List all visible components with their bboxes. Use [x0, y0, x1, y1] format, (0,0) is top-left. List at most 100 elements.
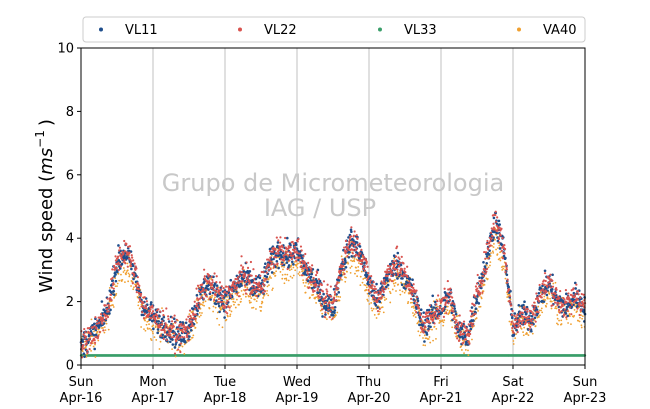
point-vl22 [300, 274, 304, 277]
point-vl22 [312, 276, 315, 280]
point-vl11 [474, 307, 478, 310]
point-vl22 [187, 315, 190, 318]
point-va40 [435, 338, 437, 340]
point-vl22 [159, 310, 162, 313]
point-vl11 [248, 270, 252, 273]
point-vl11 [350, 230, 353, 234]
point-va40 [502, 267, 505, 270]
point-vl22 [176, 335, 179, 338]
point-va40 [221, 326, 224, 329]
point-vl22 [131, 256, 134, 259]
point-vl11 [433, 300, 437, 304]
point-va40 [314, 296, 317, 299]
point-vl22 [83, 327, 86, 331]
point-va40 [568, 315, 571, 318]
point-vl22 [269, 260, 273, 263]
point-va40 [399, 293, 402, 296]
point-vl22 [88, 327, 91, 330]
point-va40 [309, 296, 311, 299]
point-va40 [259, 293, 262, 295]
point-va40 [262, 277, 265, 279]
point-va40 [211, 294, 214, 297]
point-vl22 [314, 273, 318, 277]
point-va40 [252, 306, 255, 309]
point-va40 [150, 329, 153, 331]
point-va40 [579, 316, 581, 319]
point-va40 [150, 339, 153, 341]
point-va40 [404, 289, 407, 292]
point-vl22 [112, 282, 115, 285]
point-vl11 [333, 305, 337, 309]
point-vl22 [340, 269, 343, 272]
point-vl22 [246, 266, 250, 269]
point-vl22 [293, 245, 296, 248]
point-vl11 [152, 327, 155, 331]
point-vl22 [294, 248, 297, 251]
point-va40 [260, 306, 263, 308]
point-vl22 [169, 324, 173, 327]
point-vl22 [98, 321, 101, 324]
point-va40 [417, 330, 420, 333]
point-va40 [442, 321, 445, 324]
point-va40 [189, 338, 192, 341]
point-va40 [407, 301, 410, 303]
point-vl22 [323, 315, 326, 319]
point-va40 [281, 277, 284, 280]
point-va40 [578, 320, 581, 323]
point-vl22 [221, 297, 224, 300]
point-vl22 [96, 336, 100, 340]
point-vl11 [92, 333, 96, 337]
point-va40 [234, 306, 237, 309]
point-va40 [229, 313, 232, 316]
point-va40 [284, 273, 287, 276]
point-vl22 [331, 317, 334, 320]
point-vl22 [122, 252, 125, 255]
point-vl22 [126, 265, 129, 268]
point-va40 [328, 300, 331, 303]
point-va40 [85, 355, 88, 358]
point-vl22 [219, 288, 223, 291]
point-va40 [522, 331, 524, 334]
point-va40 [251, 307, 253, 309]
point-va40 [297, 262, 299, 265]
point-va40 [183, 353, 186, 355]
point-va40 [214, 296, 216, 299]
point-vl22 [271, 262, 274, 265]
point-vl22 [125, 242, 128, 245]
point-vl22 [93, 341, 97, 345]
point-va40 [424, 344, 427, 347]
point-va40 [279, 271, 282, 273]
point-vl22 [333, 290, 336, 294]
point-va40 [155, 339, 158, 341]
point-va40 [385, 298, 388, 300]
point-vl22 [190, 320, 193, 323]
point-vl22 [359, 252, 362, 255]
point-va40 [117, 272, 120, 275]
point-va40 [225, 318, 228, 321]
point-vl22 [82, 344, 85, 347]
point-va40 [271, 287, 274, 290]
point-vl22 [129, 264, 133, 267]
point-vl11 [196, 309, 199, 313]
point-vl22 [251, 285, 254, 288]
point-vl22 [326, 290, 329, 293]
point-va40 [144, 319, 146, 322]
point-va40 [286, 273, 289, 276]
point-vl22 [315, 284, 318, 287]
point-va40 [341, 278, 343, 281]
point-va40 [293, 261, 296, 263]
point-va40 [235, 298, 238, 301]
point-vl22 [195, 287, 198, 290]
point-vl11 [492, 216, 496, 220]
point-vl22 [308, 286, 311, 289]
point-vl11 [543, 269, 547, 273]
point-vl22 [98, 330, 101, 334]
point-vl22 [321, 290, 325, 293]
point-vl22 [215, 275, 218, 278]
point-vl22 [348, 241, 351, 244]
point-vl22 [84, 331, 87, 334]
point-va40 [356, 275, 359, 278]
point-vl22 [148, 312, 151, 315]
point-vl22 [324, 301, 327, 304]
point-vl11 [427, 308, 431, 312]
